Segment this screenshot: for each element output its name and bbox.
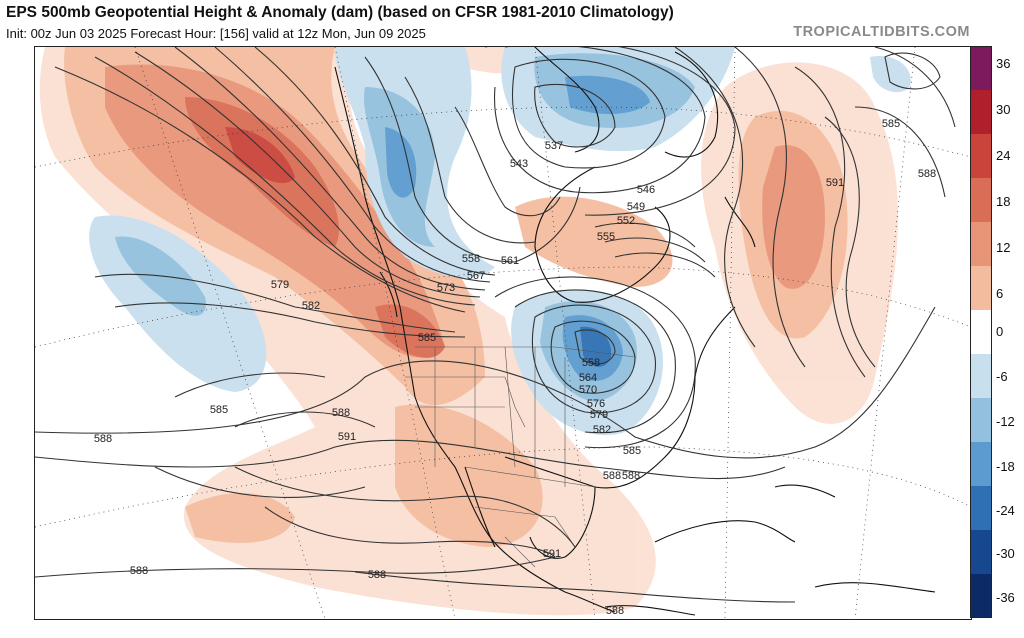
contour-label: 591	[826, 177, 844, 189]
colorbar-label: 30	[996, 102, 1011, 117]
contour-label: 588	[603, 470, 621, 482]
contour-label: 564	[579, 372, 597, 384]
anomaly-colorbar	[970, 46, 992, 618]
colorbar-label: 6	[996, 286, 1004, 301]
forecast-info: Init: 00z Jun 03 2025 Forecast Hour: [15…	[6, 26, 426, 41]
contour-label: 582	[302, 300, 320, 312]
cold-anomaly-atlantic	[870, 56, 911, 93]
contour-label: 582	[593, 424, 611, 436]
contour-label: 585	[882, 118, 900, 130]
contour-label: 567	[467, 270, 485, 282]
contour-label: 588	[368, 569, 386, 581]
contour-label: 561	[501, 255, 519, 267]
colorbar-label: 18	[996, 194, 1011, 209]
contour-label: 573	[437, 282, 455, 294]
colorbar-label: 0	[996, 324, 1004, 339]
colorbar-label: -36	[996, 590, 1015, 605]
contour-label: 579	[271, 279, 289, 291]
contour-label: 585	[623, 445, 641, 457]
contour-label: 588	[622, 470, 640, 482]
colorbar-label: -24	[996, 503, 1015, 518]
contour-label: 543	[510, 158, 528, 170]
colorbar-label: 12	[996, 240, 1011, 255]
contour-label: 588	[918, 168, 936, 180]
source-watermark: TROPICALTIDBITS.COM	[793, 24, 970, 40]
contour-label: 546	[637, 184, 655, 196]
contour-label: 588	[130, 565, 148, 577]
political-borders	[405, 346, 636, 568]
colorbar-label: -18	[996, 459, 1015, 474]
contour-label: 591	[338, 431, 356, 443]
colorbar-label: -6	[996, 369, 1008, 384]
colorbar-label: -12	[996, 414, 1015, 429]
contour-label: 558	[582, 357, 600, 369]
anomaly-shading	[39, 47, 911, 616]
contour-label: 588	[606, 605, 624, 617]
height-contours	[35, 47, 956, 603]
contour-label: 588	[332, 407, 350, 419]
contour-label: 558	[462, 253, 480, 265]
contour-label: 585	[210, 404, 228, 416]
colorbar-label: -30	[996, 546, 1015, 561]
contour-label: 537	[545, 140, 563, 152]
contour-label: 588	[94, 433, 112, 445]
contour-label: 585	[418, 332, 436, 344]
contour-label: 552	[617, 215, 635, 227]
map-title: EPS 500mb Geopotential Height & Anomaly …	[6, 4, 674, 21]
colorbar-label: 24	[996, 148, 1011, 163]
contour-label: 555	[597, 231, 615, 243]
colorbar-label: 36	[996, 56, 1011, 71]
contour-label: 591	[543, 548, 561, 560]
contour-label: 576	[587, 398, 605, 410]
forecast-map: 579 582 585 588 588 588 591 573 567 558 …	[34, 46, 972, 620]
contour-label: 549	[627, 201, 645, 213]
contour-label: 570	[579, 384, 597, 396]
contour-label: 579	[590, 409, 608, 421]
contour-labels: 579 582 585 588 588 588 591 573 567 558 …	[94, 118, 936, 617]
